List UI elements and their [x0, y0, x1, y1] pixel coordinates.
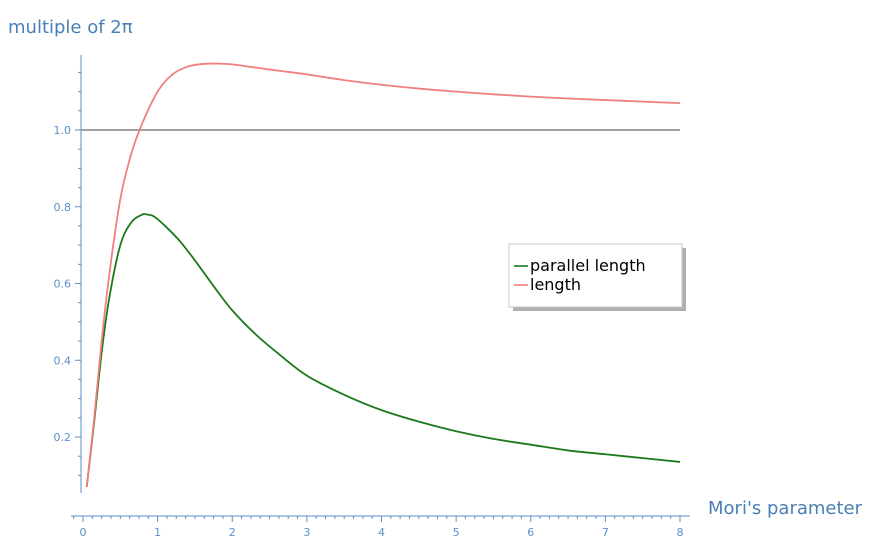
series-line-parallel-length — [85, 212, 681, 487]
y-axis-title: multiple of 2π — [8, 17, 133, 38]
y-tick-label: 1.0 — [54, 124, 72, 137]
y-tick-label: 0.6 — [54, 278, 72, 291]
y-tick-label: 0.8 — [54, 201, 72, 214]
y-tick-label: 0.2 — [54, 431, 72, 444]
x-tick-label: 5 — [453, 526, 460, 539]
x-tick-label: 8 — [677, 526, 684, 539]
x-tick-label: 3 — [303, 526, 310, 539]
legend-label-parallel-length: parallel length — [530, 256, 646, 275]
legend-label-length: length — [530, 275, 581, 294]
series-group — [85, 62, 681, 487]
x-tick-label: 1 — [154, 526, 161, 539]
axes: 0.2 0.4 0.6 0.8 1.0 0 1 2 3 4 5 6 7 8 — [54, 55, 690, 539]
x-tick-label: 7 — [602, 526, 609, 539]
legend-box — [508, 243, 683, 308]
x-tick-label: 0 — [80, 526, 87, 539]
series-line-length — [85, 62, 681, 487]
x-tick-label: 6 — [527, 526, 534, 539]
legend: parallel length length — [508, 243, 686, 311]
x-tick-label: 4 — [378, 526, 385, 539]
x-axis-title: Mori's parameter — [708, 498, 863, 519]
y-tick-label: 0.4 — [54, 354, 72, 367]
x-tick-label: 2 — [229, 526, 236, 539]
